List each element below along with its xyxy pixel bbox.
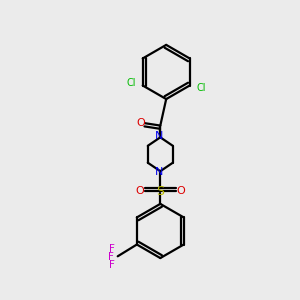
Text: Cl: Cl: [127, 78, 136, 88]
Text: N: N: [154, 131, 163, 141]
Text: Cl: Cl: [196, 83, 206, 93]
Text: F: F: [110, 244, 115, 254]
Text: F: F: [108, 252, 114, 262]
Text: O: O: [135, 186, 144, 196]
Text: F: F: [110, 260, 115, 270]
Text: S: S: [156, 185, 164, 198]
Text: O: O: [136, 118, 145, 128]
Text: N: N: [154, 167, 163, 177]
Text: O: O: [176, 186, 185, 196]
